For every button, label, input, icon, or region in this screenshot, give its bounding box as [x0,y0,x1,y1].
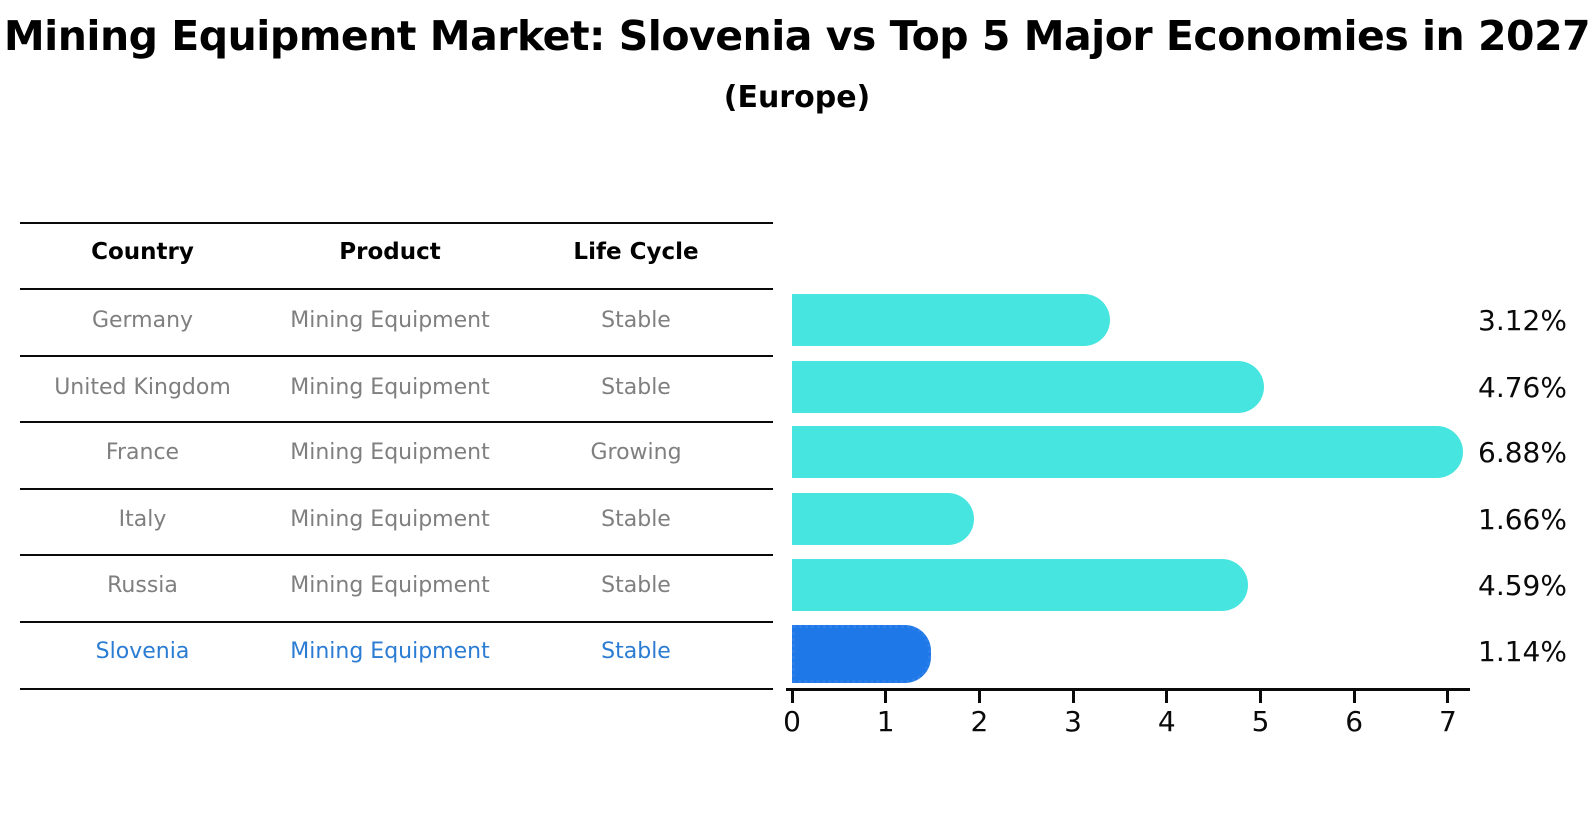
table-divider [20,421,773,423]
cell-product: Mining Equipment [290,638,490,664]
table-divider [20,288,773,290]
cell-product: Mining Equipment [290,307,490,333]
bar-value-label: 6.88% [1478,436,1567,469]
x-axis-tick-label: 7 [1438,705,1457,738]
table-row: United Kingdom Mining Equipment Stable [20,354,773,420]
bar-slovenia [792,625,931,683]
table-row: Germany Mining Equipment Stable [20,287,773,353]
x-axis-tick [790,691,794,703]
bar-france [792,426,1463,478]
x-axis-line [786,688,1470,691]
cell-product: Mining Equipment [290,572,490,598]
x-axis-tick [884,691,888,703]
x-axis-tick-label: 0 [783,705,801,738]
table-divider [20,355,773,357]
x-axis-tick [1446,691,1450,703]
table-header-row: Country Product Life Cycle [20,219,773,285]
bar-value-label: 1.14% [1478,635,1567,668]
table-divider [20,688,773,690]
cell-life-cycle: Stable [601,638,671,664]
table-divider [20,488,773,490]
x-axis-tick-label: 2 [970,705,989,738]
table-row-highlighted: Slovenia Mining Equipment Stable [20,618,773,684]
table-divider [20,222,773,224]
x-axis-tick [1352,691,1356,703]
bar-russia [792,559,1249,611]
x-axis-tick [1165,691,1169,703]
bar-italy [792,493,974,545]
page-title: Mining Equipment Market: Slovenia vs Top… [3,12,1591,60]
cell-product: Mining Equipment [290,374,490,400]
page-subtitle: (Europe) [723,80,871,115]
table-divider [20,621,773,623]
x-axis-tick [977,691,981,703]
x-axis-tick-label: 5 [1251,705,1270,738]
cell-life-cycle: Stable [601,572,671,598]
table-row: France Mining Equipment Growing [20,419,773,485]
bar-germany [792,294,1111,346]
bar-value-label: 3.12% [1478,304,1567,337]
x-axis-tick [1071,691,1075,703]
cell-product: Mining Equipment [290,439,490,465]
column-header-product: Product [339,239,441,265]
cell-country: France [105,439,180,465]
bar-value-label: 4.76% [1478,371,1567,404]
cell-country: Russia [107,572,178,598]
column-header-life-cycle: Life Cycle [573,239,699,265]
cell-product: Mining Equipment [290,506,490,532]
cell-country: Slovenia [95,638,190,664]
cell-country: Germany [91,307,194,333]
table-divider [20,554,773,556]
column-header-country: Country [91,239,194,265]
cell-life-cycle: Growing [590,439,682,465]
bar-united-kingdom [792,361,1264,413]
bar-value-label: 1.66% [1478,503,1567,536]
bar-value-label: 4.59% [1478,569,1567,602]
cell-country: United Kingdom [54,374,231,400]
cell-life-cycle: Stable [601,506,671,532]
x-axis-tick-label: 4 [1157,705,1176,738]
x-axis-tick-label: 3 [1064,705,1082,738]
x-axis-tick-label: 1 [876,705,895,738]
table-row: Russia Mining Equipment Stable [20,552,773,618]
cell-life-cycle: Stable [601,374,671,400]
cell-life-cycle: Stable [601,307,671,333]
x-axis-tick-label: 6 [1345,705,1364,738]
x-axis-tick [1259,691,1262,703]
table-row: Italy Mining Equipment Stable [20,486,773,552]
cell-country: Italy [118,506,167,532]
